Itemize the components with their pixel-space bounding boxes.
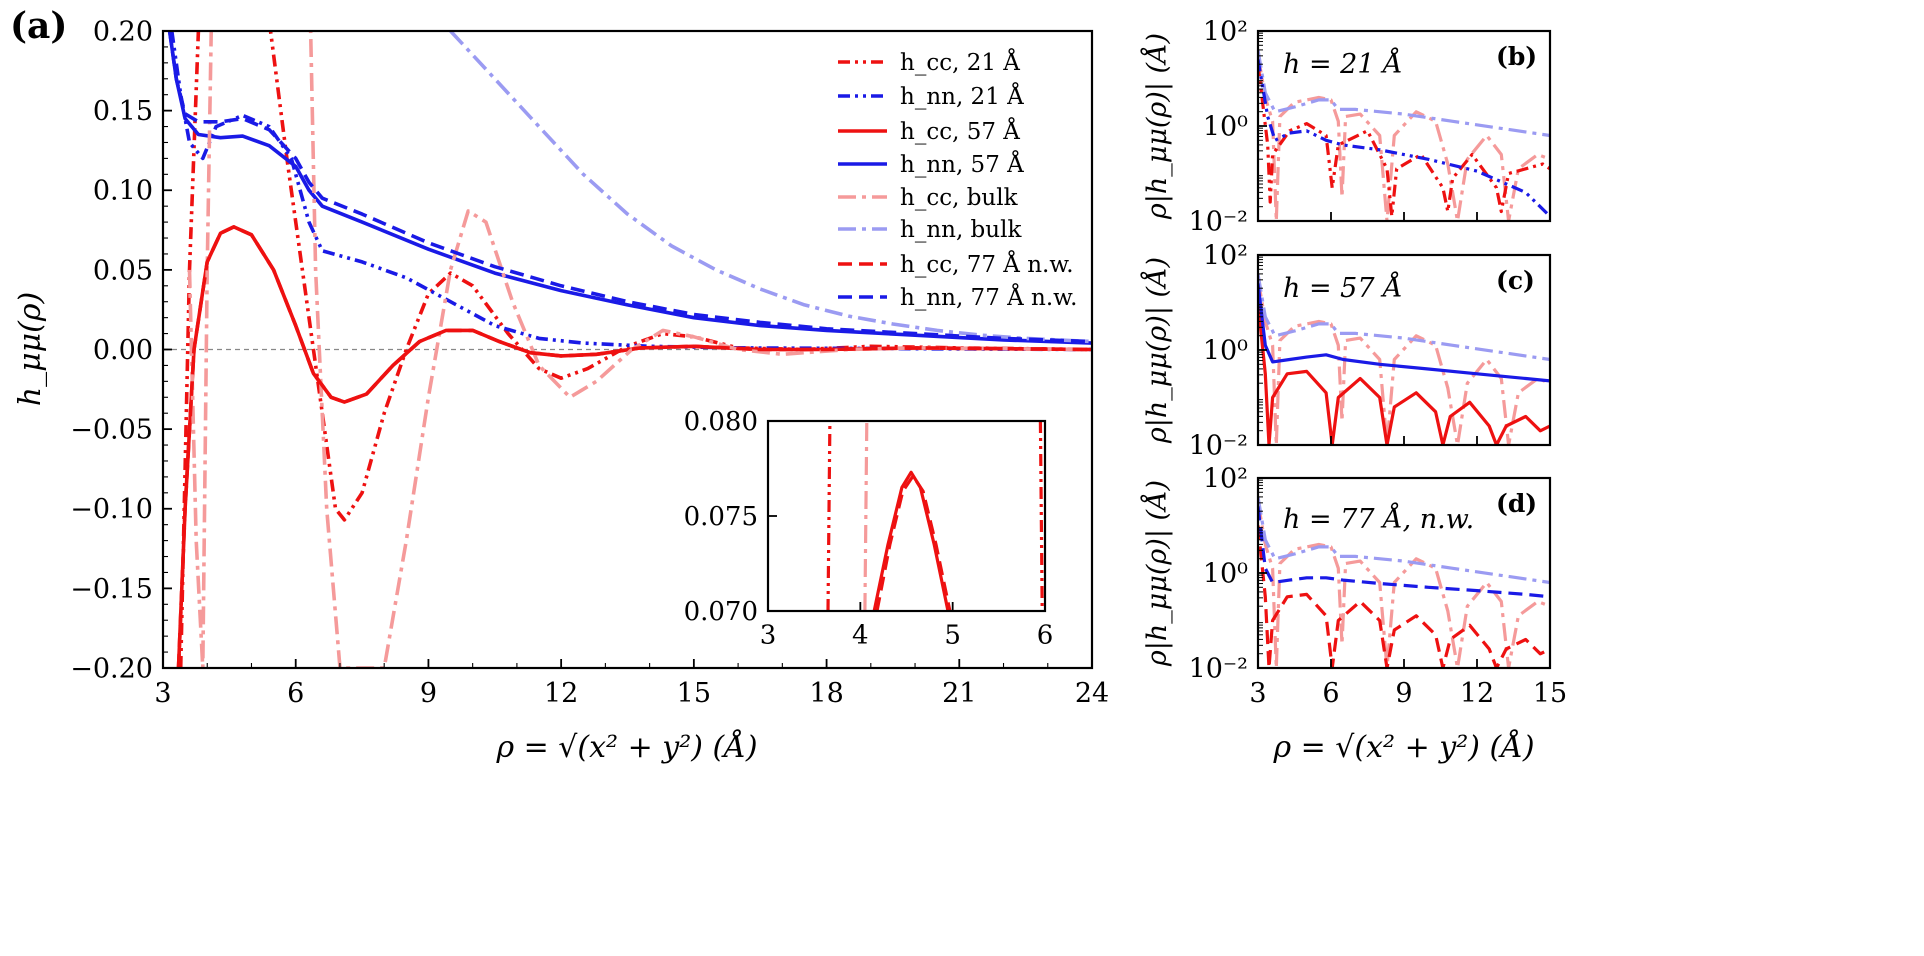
annotation-d: h = 77 Å, n.w. <box>1283 502 1474 535</box>
x-tick-label: 4 <box>852 621 869 651</box>
y-tick-label: 0.05 <box>93 255 153 286</box>
series-h-cc-bulk <box>1258 54 1550 221</box>
series-h-cc-21 <box>1258 64 1550 218</box>
panel-label-a: (a) <box>10 5 67 47</box>
x-tick-label: 15 <box>1533 678 1567 709</box>
y-tick-label: 10² <box>1203 240 1248 271</box>
legend-entry: h_nn, 57 Å <box>900 150 1024 178</box>
x-tick-label: 12 <box>1460 678 1494 709</box>
x-tick-label: 6 <box>1037 621 1054 651</box>
y-tick-label: 0.070 <box>684 597 758 627</box>
series-h-cc-bulk <box>1258 501 1550 668</box>
y-tick-label: −0.20 <box>70 653 153 684</box>
legend-entry: h_nn, 21 Å <box>900 82 1024 110</box>
series-h-nn-21 <box>1258 59 1550 218</box>
x-tick-label: 3 <box>154 678 171 709</box>
panel-label-d: (d) <box>1496 489 1537 518</box>
legend-entry: h_cc, 21 Å <box>900 48 1020 76</box>
y-tick-label: 0.075 <box>684 502 758 532</box>
series-h-cc-57 <box>872 470 950 611</box>
x-tick-label: 5 <box>944 621 961 651</box>
text-labels: (a) (b) (c) (d) h = 21 Å h = 57 Å h = 77 Å, n.… <box>10 5 1537 765</box>
series-h-cc-bulk <box>863 421 869 611</box>
x-tick-label: 15 <box>677 678 711 709</box>
panel-label-b: (b) <box>1496 42 1537 71</box>
series-h-nn-77-n-w <box>167 31 1092 344</box>
x-tick-label: 6 <box>1322 678 1339 709</box>
legend-entry: h_nn, bulk <box>900 217 1022 243</box>
series-h-nn-bulk <box>449 31 1092 344</box>
series-h-nn-57 <box>167 31 1092 345</box>
y-axis-label-right: ρ|h_μμ(ρ)| (Å) <box>1140 33 1173 220</box>
annotation-c: h = 57 Å <box>1283 271 1403 304</box>
y-tick-label: 10² <box>1203 16 1248 47</box>
x-tick-label: 18 <box>809 678 843 709</box>
y-tick-label: 10⁻² <box>1189 430 1248 461</box>
series-h-nn-21 <box>170 31 1092 352</box>
y-tick-label: −0.05 <box>70 415 153 446</box>
series-h-nn-bulk <box>1258 273 1550 362</box>
series-h-cc-21 <box>178 31 1092 668</box>
legend-entry: h_nn, 77 Å n.w. <box>900 283 1077 311</box>
x-tick-label: 21 <box>942 678 976 709</box>
panel-a: −0.20 −0.15 −0.10 −0.05 0.00 0.05 0.10 0.15 0.20… <box>70 16 1109 709</box>
panel-c: 10² 10⁰ 10⁻² <box>1189 240 1552 461</box>
series-h-nn-bulk <box>1258 496 1550 585</box>
y-tick-label: 10⁰ <box>1203 335 1248 366</box>
series-h-nn-77-n-w <box>1258 506 1550 599</box>
y-tick-label: 0.080 <box>684 407 758 437</box>
y-tick-label: 0.15 <box>93 96 153 127</box>
legend-entry: h_cc, 77 Å n.w. <box>900 250 1074 278</box>
y-axis-label-right: ρ|h_μμ(ρ)| (Å) <box>1140 257 1173 444</box>
y-tick-label: 10⁻² <box>1189 653 1248 684</box>
y-axis-label-a: h_μμ(ρ) <box>13 292 48 406</box>
x-tick-label: 3 <box>1249 678 1266 709</box>
y-tick-label: −0.10 <box>70 494 153 525</box>
series-h-nn-57 <box>1258 283 1550 383</box>
series-h-cc-21 <box>826 421 832 611</box>
panel-b: 10² 10⁰ 10⁻² <box>1189 16 1552 237</box>
panel-label-c: (c) <box>1496 266 1535 295</box>
series-h-cc-57 <box>1258 302 1550 445</box>
legend-entry: h_cc, bulk <box>900 185 1019 211</box>
series-h-cc-77-n-w <box>875 474 952 611</box>
y-tick-label: 0.20 <box>93 16 153 47</box>
series-h-nn-bulk <box>1258 49 1550 138</box>
annotation-b: h = 21 Å <box>1283 47 1403 80</box>
legend-entry: h_cc, 57 Å <box>900 117 1020 145</box>
x-tick-label: 12 <box>544 678 578 709</box>
panel-inset: 0.070 0.075 0.080 3 4 5 6 <box>684 407 1054 650</box>
x-tick-label: 24 <box>1075 678 1109 709</box>
y-tick-label: 10⁰ <box>1203 558 1248 589</box>
x-tick-label: 9 <box>1395 678 1412 709</box>
y-tick-label: 10⁻² <box>1189 206 1248 237</box>
x-tick-label: 3 <box>760 621 777 651</box>
y-tick-label: 0.00 <box>93 335 153 366</box>
series-h-cc-77-n-w <box>1258 525 1550 668</box>
y-tick-label: 0.10 <box>93 176 153 207</box>
x-axis-label-a: ρ = √(x² + y²) (Å) <box>495 729 757 765</box>
series-h-cc-21 <box>1038 421 1044 611</box>
y-tick-label: −0.15 <box>70 574 153 605</box>
panel-d: 10² 10⁰ 10⁻²3 6 9 12 15 <box>1189 463 1568 708</box>
x-tick-label: 6 <box>287 678 304 709</box>
y-tick-label: 10⁰ <box>1203 111 1248 142</box>
series-h-cc-77-n-w <box>176 225 1092 668</box>
x-axis-label-right: ρ = √(x² + y²) (Å) <box>1272 729 1534 765</box>
y-tick-label: 10² <box>1203 463 1248 494</box>
y-axis-label-right: ρ|h_μμ(ρ)| (Å) <box>1140 480 1173 667</box>
x-tick-label: 9 <box>420 678 437 709</box>
